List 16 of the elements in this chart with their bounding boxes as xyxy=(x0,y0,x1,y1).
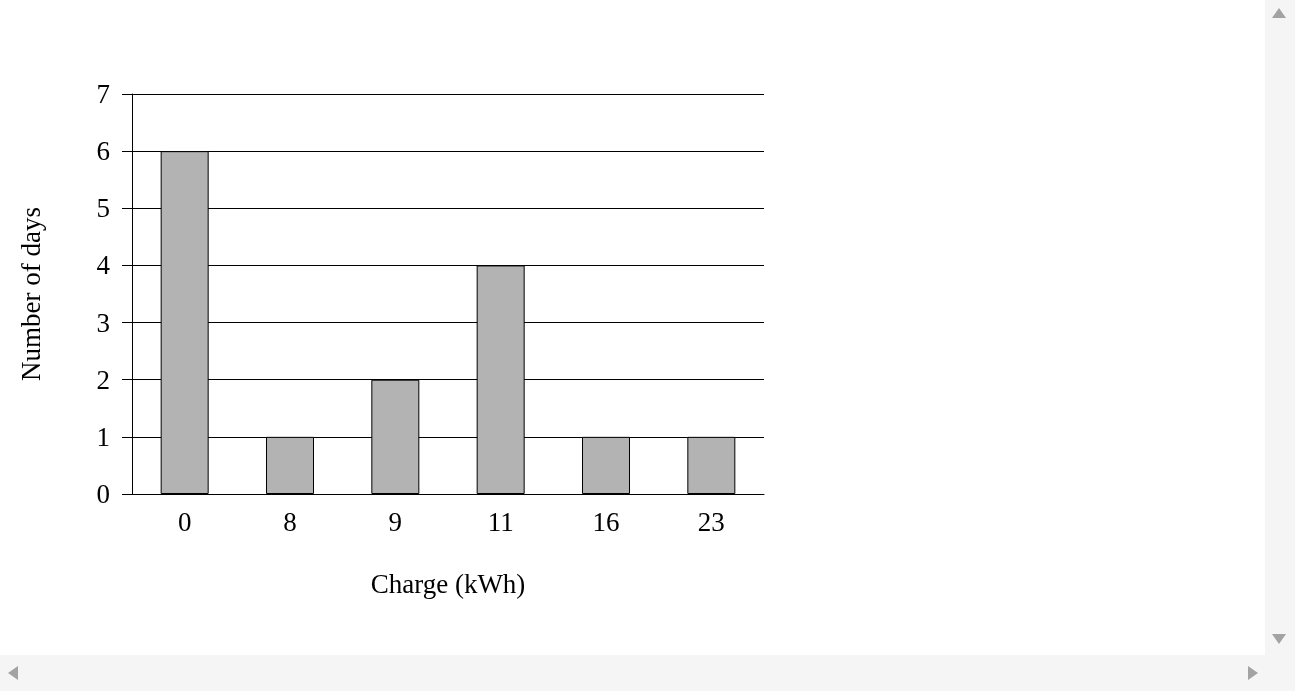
x-tick-label: 16 xyxy=(592,506,620,537)
x-tick-label: 9 xyxy=(388,506,403,537)
x-tick-label: 0 xyxy=(177,506,192,537)
x-tick-label: 8 xyxy=(283,506,297,537)
y-tick-label: 6 xyxy=(96,136,110,167)
y-axis-title: Number of days xyxy=(15,207,46,381)
x-tick-label: 11 xyxy=(487,506,514,537)
y-tick-label: 0 xyxy=(96,479,110,509)
y-tick-label: 2 xyxy=(96,364,110,395)
y-tick-label: 3 xyxy=(96,307,110,338)
x-tick-label: 23 xyxy=(697,506,725,537)
y-tick-label: 4 xyxy=(96,250,111,281)
y-tick-label: 1 xyxy=(96,421,110,452)
y-tick-label: 7 xyxy=(96,79,110,109)
x-axis-title: Charge (kWh) xyxy=(370,568,526,599)
y-tick-label: 5 xyxy=(96,193,110,224)
